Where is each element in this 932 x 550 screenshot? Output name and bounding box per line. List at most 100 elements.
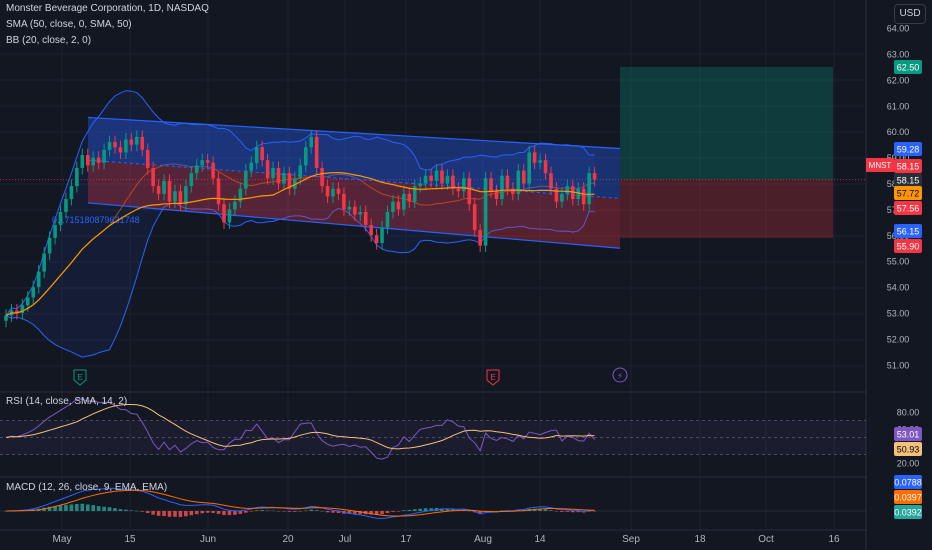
rsi-badge-label: 50.93 [897,445,920,455]
time-axis[interactable]: May 15 Jun 20 Jul 17 Aug 14 Sep 18 Oct 16 [53,534,840,545]
macd-histogram-bar [445,508,450,511]
price-badge [894,239,922,253]
candle-body [374,235,379,244]
rsi-badge [894,442,922,456]
macd-histogram-bar [560,511,564,512]
candle-body [483,178,488,246]
price-axis[interactable]: 64.0063.0062.0061.0060.0059.0058.0057.00… [866,0,932,550]
macd-histogram-bar [380,511,384,515]
price-badge [894,186,922,200]
macd-histogram-bar [85,504,90,511]
candle-body [560,193,564,202]
macd-histogram-bar [135,510,139,512]
macd-histogram-bar [194,511,199,515]
macd-histogram-bar [189,511,194,516]
rsi-line [5,398,595,460]
candle-body [293,178,297,189]
candle-body [211,162,215,179]
sma-legend[interactable]: SMA (50, close, 0, SMA, 50) [6,19,132,30]
candle-body [102,149,106,163]
bb-lower [5,202,595,358]
candle-body [412,186,417,202]
candle-body [494,191,499,200]
macd-histogram-bar [211,511,215,513]
macd-histogram-bar [303,510,308,511]
currency-button[interactable]: USD [894,4,926,24]
macd-histogram-bar [320,511,324,512]
time-label: Jul [339,534,352,545]
candle-body [511,188,515,194]
price-badge-label: 59.28 [897,145,920,155]
macd-histogram-bar [113,508,117,511]
macd-histogram-bar [244,511,248,513]
candle-body [80,155,85,168]
candle-body [26,297,30,306]
rsi-legend[interactable]: RSI (14, close, SMA, 14, 2) [6,396,128,407]
price-badge [894,224,922,238]
channel-lower-line [87,202,621,249]
candle-body [314,136,319,168]
macd-histogram-bar [314,510,319,511]
rsi-badge [894,427,922,441]
macd-histogram-bar [47,506,52,511]
candle-body [151,167,155,187]
macd-histogram-bar [298,511,303,512]
macd-histogram-bar [331,511,335,513]
candle-body [396,201,401,210]
macd-histogram-bar [407,509,412,511]
candle-body [462,178,466,192]
candle-body [140,136,145,150]
macd-histogram-bar [309,509,313,511]
price-tick: 51.00 [887,360,910,370]
candle-body [20,305,25,313]
macd-pane[interactable] [0,487,866,520]
candle-body [391,201,395,212]
price-tick: 52.00 [887,334,910,344]
bb-legend[interactable]: BB (20, close, 2, 0) [6,35,92,46]
candle-body [145,149,150,168]
candle-body [53,224,57,238]
candle-body [233,201,237,210]
candle-body [320,167,324,187]
macd-badge-label: 0.0788 [894,478,922,488]
price-badge [894,173,922,187]
macd-histogram-bar [412,509,417,511]
time-label: Jun [200,534,216,545]
candle-body [96,157,101,163]
candle-body [303,147,308,166]
macd-badge [894,475,922,489]
macd-histogram-bar [554,511,559,512]
candle-body [451,175,455,189]
macd-histogram-bar [571,511,575,513]
candle-body [271,167,275,179]
macd-histogram-bar [369,511,373,515]
time-label: 20 [282,534,294,545]
candle-body [581,188,586,205]
candle-body [500,175,504,200]
candle-body [265,160,270,179]
candle-body [85,155,90,166]
event-markers[interactable]: E E ⚡ [73,367,628,386]
price-tick: 61.00 [887,101,910,111]
macd-histogram-bar [402,510,406,511]
time-label: Aug [474,534,492,545]
rsi-pane[interactable] [0,398,866,460]
macd-histogram-bar [265,510,270,512]
price-badge-label: 62.50 [897,63,920,73]
price-badge [894,142,922,156]
macd-histogram-bar [80,503,85,511]
macd-histogram-bar [156,511,161,516]
price-badge-label: 57.56 [897,204,920,214]
macd-histogram-bar [151,511,155,515]
price-badge-label: 57.72 [897,189,920,199]
macd-legend[interactable]: MACD (12, 26, close, 9, EMA, EMA) [6,482,168,493]
symbol-badge [866,158,894,172]
candle-body [336,188,341,194]
earnings-marker-e [73,369,87,386]
price-tick: 60.00 [887,127,910,137]
candle-body [440,170,444,184]
bb-upper [5,90,595,316]
earnings-marker-e [486,369,500,386]
candle-body [434,170,439,181]
